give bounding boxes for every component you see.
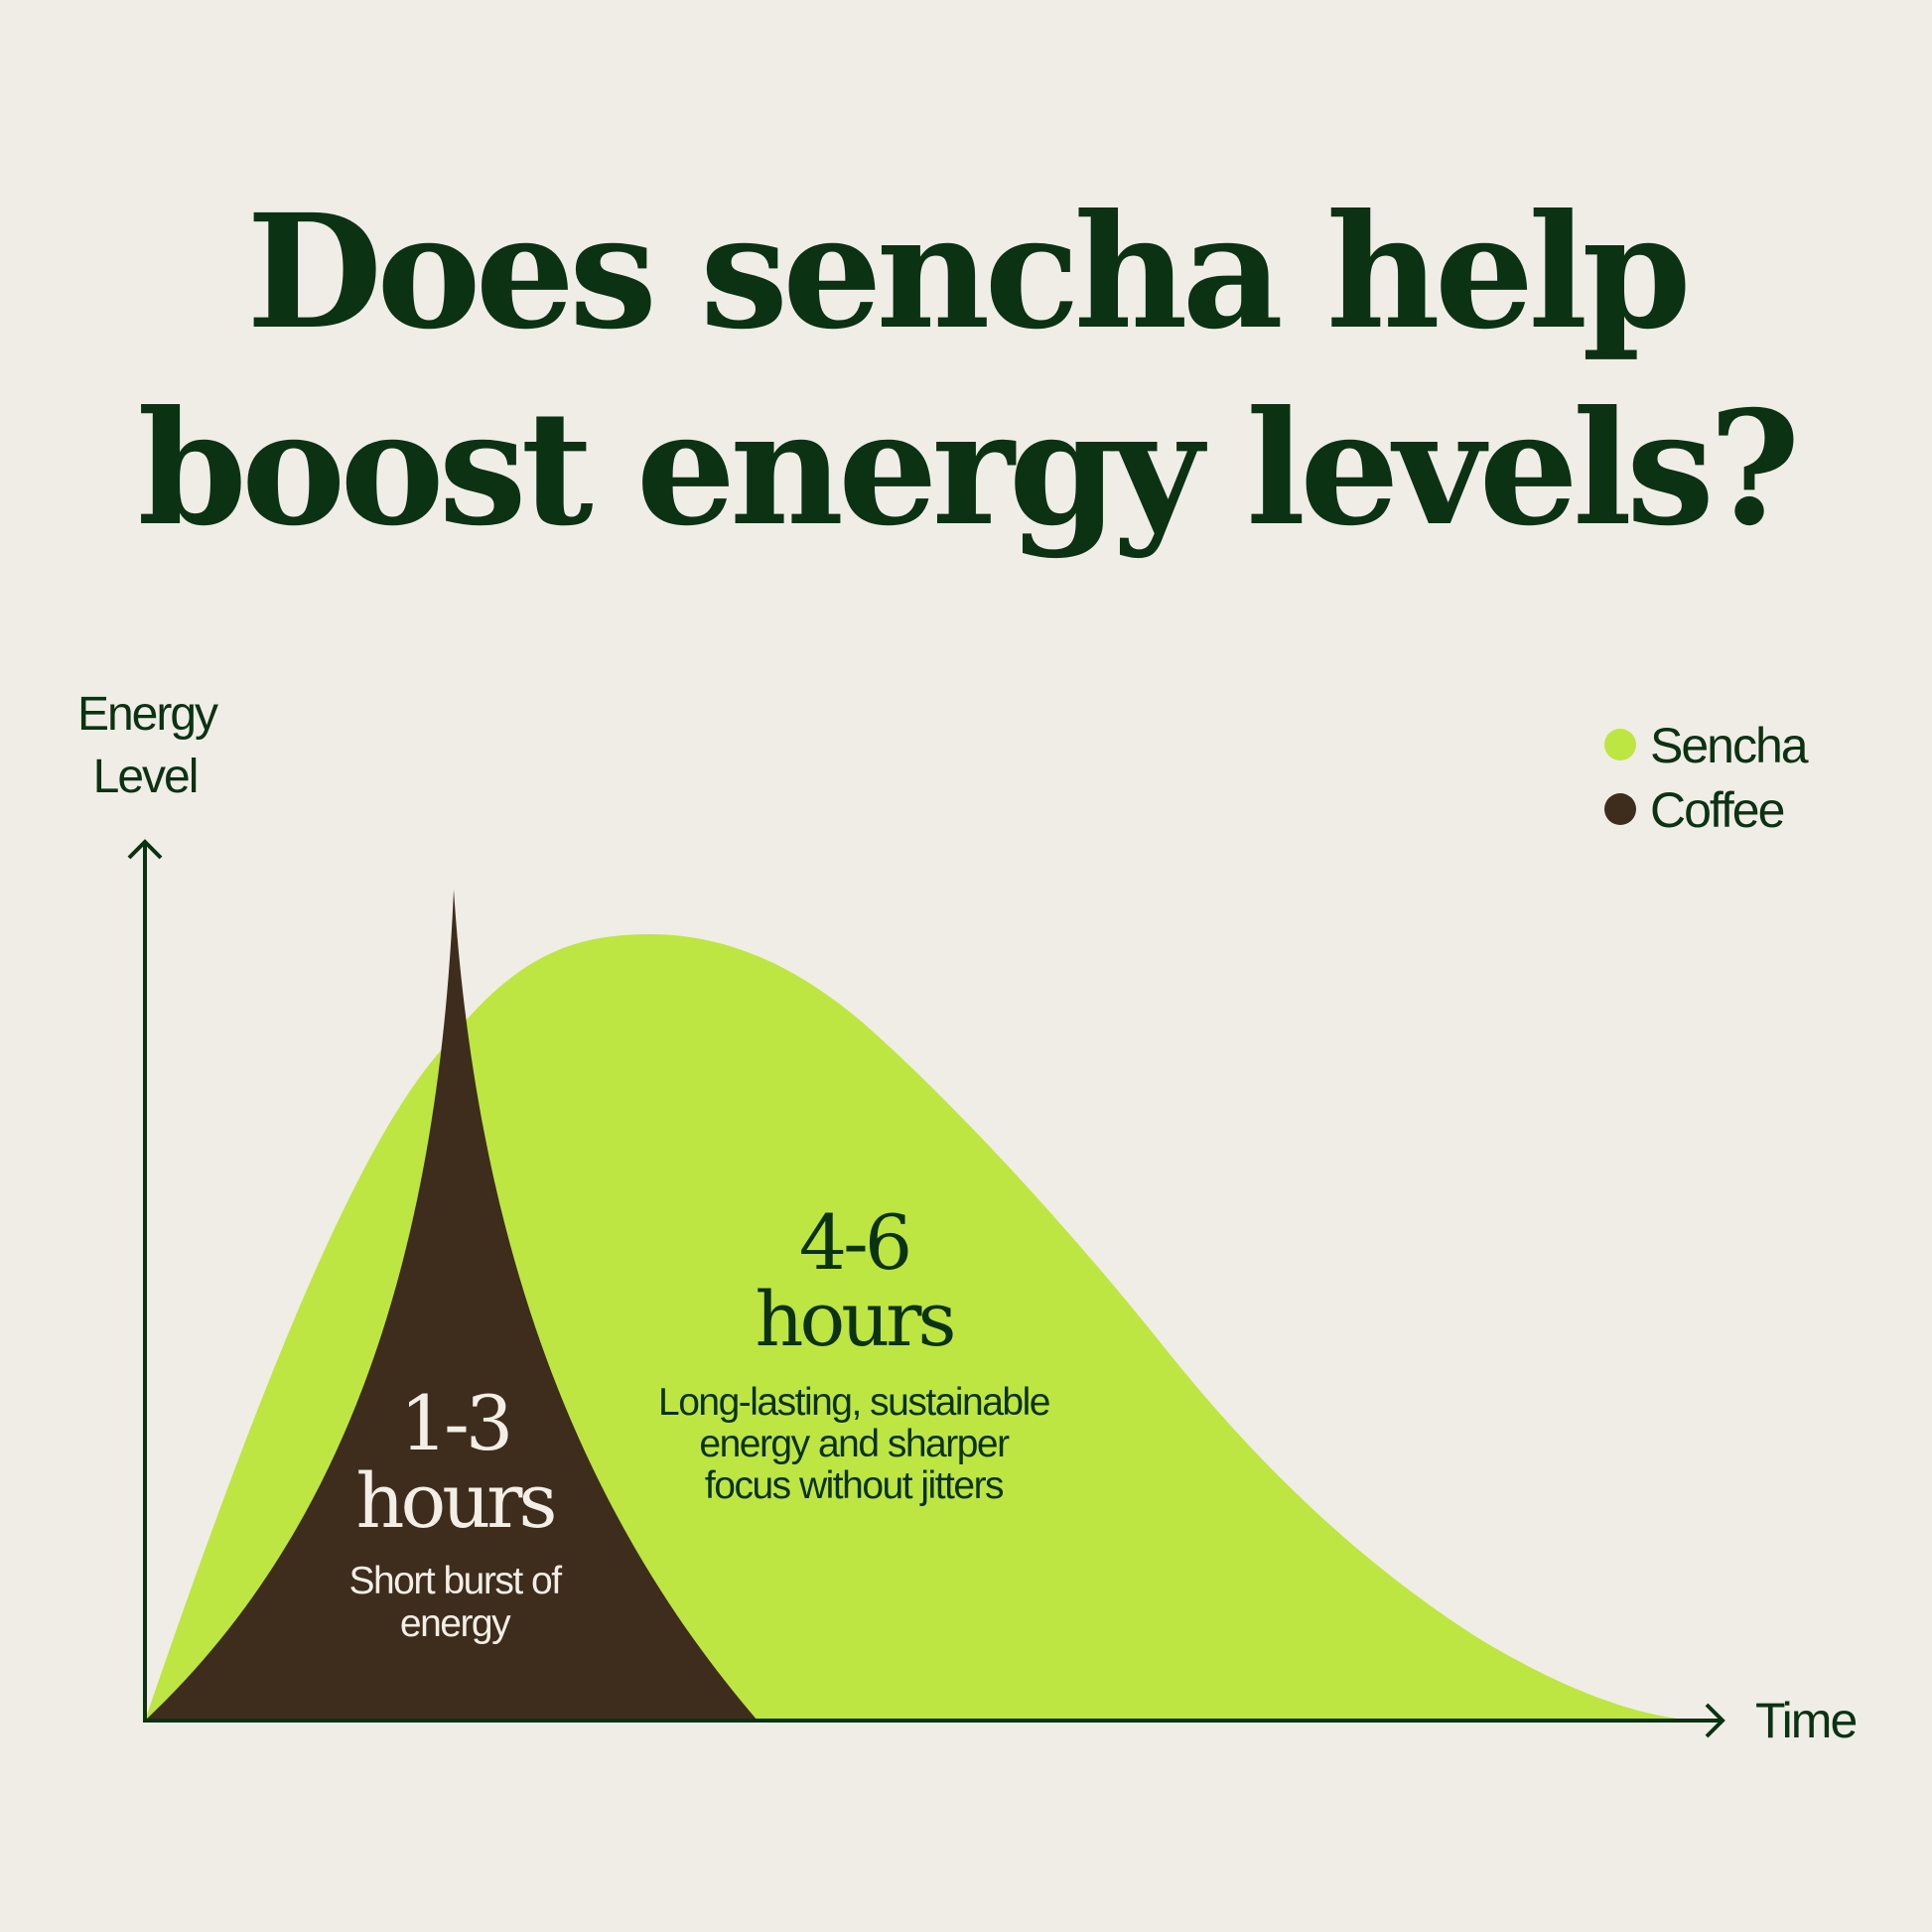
coffee-annotation: 1-3 hours Short burst of energy — [348, 1379, 563, 1645]
sencha-duration-unit: hours — [756, 1275, 954, 1363]
y-axis-arrow-icon — [127, 839, 163, 860]
legend-swatch-coffee — [1604, 793, 1636, 825]
coffee-duration: 1-3 — [400, 1379, 509, 1467]
y-axis-label-line-1: Energy — [77, 688, 218, 741]
legend-label-sencha: Sencha — [1650, 718, 1809, 773]
coffee-description-1: Short burst of — [348, 1560, 562, 1602]
title-line-1: Does sencha help — [246, 181, 1686, 364]
x-axis-label: Time — [1755, 1693, 1856, 1748]
sencha-description-2: energy and sharper — [699, 1423, 1010, 1465]
sencha-description-3: focus without jitters — [705, 1464, 1004, 1507]
coffee-duration-unit: hours — [356, 1456, 555, 1545]
x-axis-arrow-icon — [1705, 1703, 1725, 1738]
legend-label-coffee: Coffee — [1650, 782, 1784, 838]
y-axis — [127, 839, 163, 1723]
coffee-description-2: energy — [400, 1602, 511, 1645]
sencha-annotation: 4-6 hours Long-lasting, sustainable ener… — [658, 1198, 1050, 1507]
x-axis — [143, 1703, 1725, 1738]
legend: Sencha Coffee — [1604, 718, 1811, 838]
title-line-2: boost energy levels? — [137, 377, 1794, 561]
y-axis-label-line-2: Level — [93, 751, 198, 803]
coffee-area — [145, 890, 758, 1721]
sencha-duration: 4-6 — [799, 1198, 908, 1287]
sencha-description-1: Long-lasting, sustainable — [658, 1381, 1049, 1424]
legend-swatch-sencha — [1604, 729, 1636, 760]
